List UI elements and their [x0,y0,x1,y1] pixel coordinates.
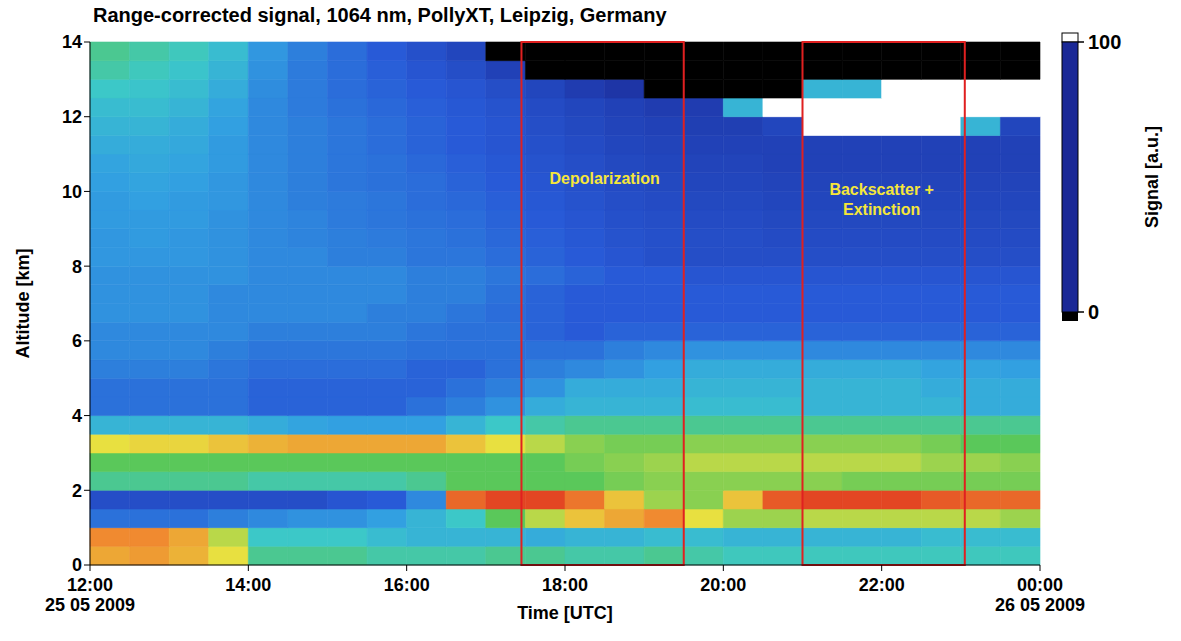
svg-text:Time [UTC]: Time [UTC] [517,603,613,623]
svg-text:26 05 2009: 26 05 2009 [995,595,1085,615]
svg-text:14: 14 [62,32,82,52]
svg-text:0: 0 [1088,301,1099,323]
svg-text:00:00: 00:00 [1017,575,1063,595]
svg-text:100: 100 [1088,31,1121,53]
svg-text:18:00: 18:00 [542,575,588,595]
svg-text:4: 4 [72,406,82,426]
svg-text:Depolarization: Depolarization [549,170,659,187]
svg-text:20:00: 20:00 [700,575,746,595]
svg-text:Signal [a.u.]: Signal [a.u.] [1142,126,1162,228]
html-text:Range-corrected signal, 1064 n: Range-corrected signal, 1064 nm, PollyXT… [93,4,667,26]
svg-text:Backscatter +Extinction: Backscatter +Extinction [829,181,934,218]
svg-text:2: 2 [72,481,82,501]
svg-text:10: 10 [62,182,82,202]
svg-text:14:00: 14:00 [225,575,271,595]
svg-text:12:00: 12:00 [67,575,113,595]
svg-text:16:00: 16:00 [384,575,430,595]
svg-text:6: 6 [72,331,82,351]
svg-text:8: 8 [72,257,82,277]
svg-text:12: 12 [62,107,82,127]
svg-text:25 05 2009: 25 05 2009 [45,595,135,615]
svg-text:Altitude [km]: Altitude [km] [13,249,33,359]
svg-text:22:00: 22:00 [859,575,905,595]
svg-text:0: 0 [72,555,82,575]
